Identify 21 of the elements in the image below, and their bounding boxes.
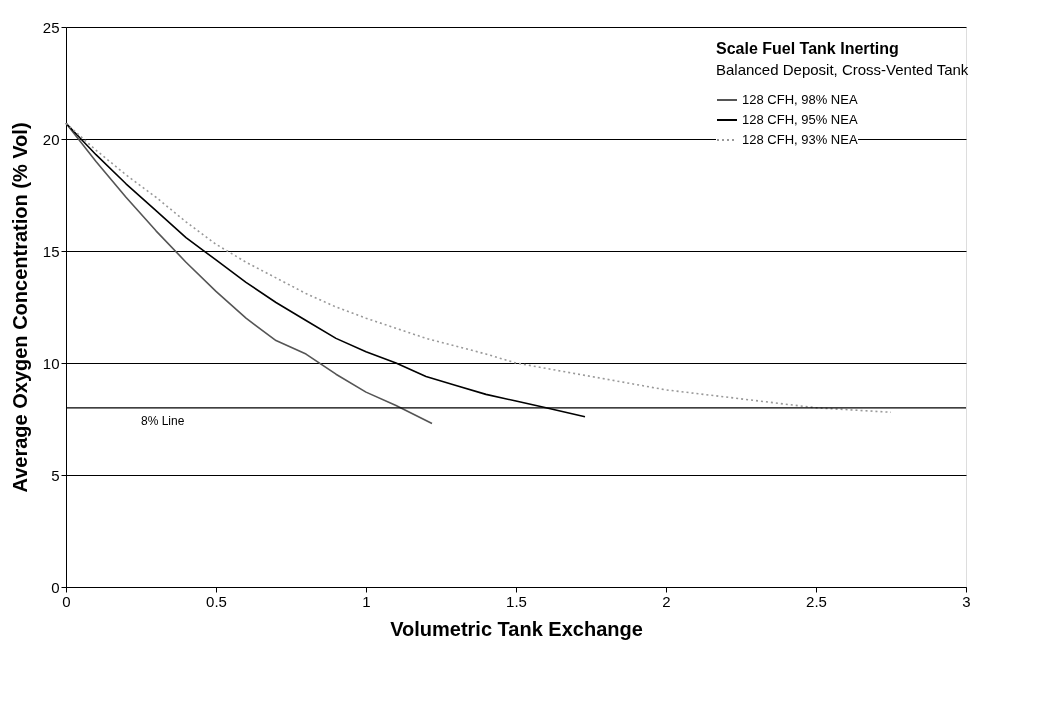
- y-tick-label: 25: [42, 18, 60, 36]
- x-tick-label: 2: [662, 592, 671, 610]
- text: Balanced Deposit, Cross-Vented Tank: [716, 61, 969, 78]
- x-axis-title: Volumetric Tank Exchange: [390, 617, 643, 640]
- x-tick-label: 0.5: [206, 592, 227, 610]
- y-tick-label: 0: [51, 578, 60, 596]
- text: Scale Fuel Tank Inerting: [716, 40, 899, 57]
- y-tick-label: 20: [42, 130, 60, 148]
- ref-line-label: 8% Line: [141, 413, 185, 428]
- x-tick-label: 2.5: [806, 592, 827, 610]
- x-tick-label: 1: [362, 592, 371, 610]
- legend-label: 128 CFH, 95% NEA: [742, 112, 858, 127]
- x-tick-label: 3: [962, 592, 971, 610]
- x-tick-label: 0: [62, 592, 71, 610]
- legend-label: 128 CFH, 98% NEA: [742, 92, 858, 107]
- y-axis-title: Average Oxygen Concentration (% Vol): [8, 122, 31, 493]
- y-tick-label: 10: [42, 354, 60, 372]
- legend-label: 128 CFH, 93% NEA: [742, 132, 858, 147]
- y-tick-label: 5: [51, 466, 60, 484]
- x-tick-label: 1.5: [506, 592, 527, 610]
- y-tick-label: 15: [42, 242, 60, 260]
